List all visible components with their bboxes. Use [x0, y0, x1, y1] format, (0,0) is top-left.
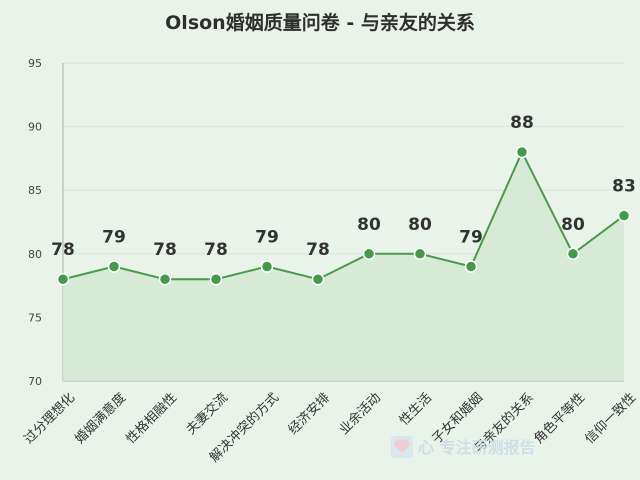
y-tick-label: 85	[28, 184, 42, 197]
y-tick-label: 95	[28, 57, 42, 70]
area-layer	[63, 152, 624, 381]
line-layer	[62, 149, 625, 281]
y-tick-label: 90	[28, 121, 42, 134]
data-label: 78	[51, 240, 75, 260]
data-point	[617, 209, 631, 222]
label-layer: 78 79 78 78 79 78 80 80 79 88 80 83	[51, 113, 636, 260]
data-label: 83	[612, 177, 636, 197]
data-point	[362, 247, 376, 261]
data-point	[209, 272, 223, 286]
series-line	[62, 149, 625, 281]
data-label: 79	[102, 228, 126, 248]
data-label: 80	[561, 215, 585, 235]
heart-icon-shape	[394, 439, 410, 453]
x-tick-label: 性格相融性	[123, 390, 180, 447]
x-tick-label: 经济安排	[286, 390, 333, 437]
data-point	[260, 260, 274, 273]
x-tick-label: 性生活	[397, 390, 435, 428]
x-tick-label: 过分理想化	[21, 390, 78, 447]
data-label: 78	[153, 240, 177, 260]
x-tick-label: 信仰一致性	[582, 390, 639, 447]
data-label: 78	[306, 240, 330, 260]
data-label: 88	[510, 113, 534, 133]
data-label: 79	[255, 228, 279, 248]
y-tick-label: 75	[28, 311, 42, 324]
data-point	[107, 260, 121, 273]
data-point	[158, 272, 172, 286]
data-point	[413, 247, 427, 261]
x-tick-label: 角色平等性	[531, 390, 588, 447]
data-point	[566, 247, 580, 261]
x-tick-label: 业余活动	[336, 390, 384, 438]
chart-title: Olson婚姻质量问卷 - 与亲友的关系	[165, 11, 475, 34]
data-point	[56, 272, 70, 286]
y-tick-label: 80	[28, 248, 42, 261]
point-layer	[56, 145, 631, 286]
data-point	[515, 145, 529, 159]
data-point	[311, 272, 325, 286]
data-point	[464, 260, 478, 273]
watermark-text: 心 专注研测报告	[418, 438, 536, 457]
data-label: 80	[408, 215, 432, 235]
data-label: 79	[459, 228, 483, 248]
y-tick-label: 70	[28, 375, 42, 388]
data-label: 78	[204, 240, 228, 260]
x-tick-label: 婚姻满意度	[72, 390, 129, 447]
data-label: 80	[357, 215, 381, 235]
watermark: 心 专注研测报告	[391, 436, 536, 458]
area-fill	[63, 152, 624, 381]
x-tick-label: 夫妻交流	[183, 390, 231, 438]
